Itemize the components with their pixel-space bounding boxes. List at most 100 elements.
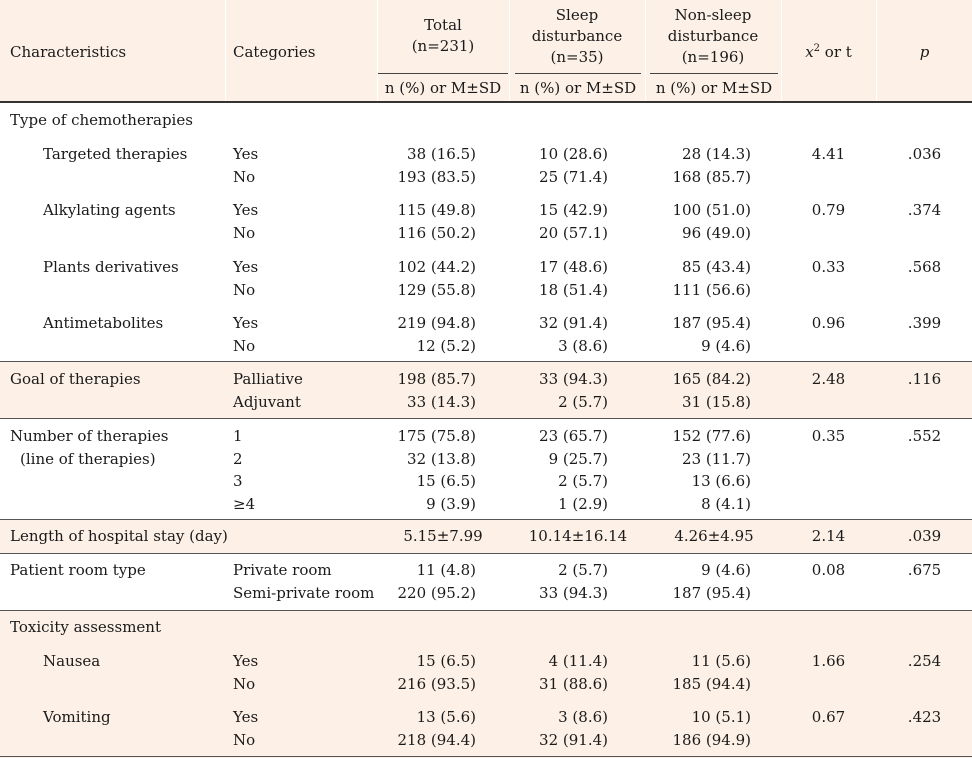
statistic-value: 0.79 [811, 201, 846, 219]
sleep-value: 32 (91.4) [539, 730, 608, 749]
sleep-value: 31 (88.6) [539, 674, 608, 693]
category-label: 3 [233, 472, 243, 490]
characteristic-label: Type of chemotherapies [10, 111, 193, 129]
nonsleep-value: 100 (51.0) [672, 201, 751, 219]
subheader-nonsleep: n (%) or M±SD [655, 79, 773, 97]
p-value: .116 [907, 370, 942, 388]
row-rule [0, 361, 972, 362]
subheader-rule [378, 73, 508, 74]
category-label: 1 [233, 427, 243, 445]
sleep-value: 2 (5.7) [558, 472, 608, 490]
header-divider [509, 0, 510, 101]
statistic-value: 1.66 [811, 652, 846, 670]
category-label: No [233, 223, 256, 242]
category-label: Semi-private room [233, 583, 375, 602]
nonsleep-value: 187 (95.4) [672, 583, 751, 602]
sleep-value: 3 (8.6) [558, 708, 608, 726]
header-categories: Categories [233, 43, 316, 61]
total-value: 38 (16.5) [407, 145, 476, 163]
statistic-value: 0.67 [811, 708, 846, 726]
total-value: 198 (85.7) [397, 370, 476, 388]
statistic-value: 0.96 [811, 314, 846, 332]
sleep-value: 33 (94.3) [539, 583, 608, 602]
total-value: 216 (93.5) [397, 674, 476, 693]
row-band [0, 361, 972, 418]
category-label: 2 [233, 449, 243, 468]
header-p: p [877, 41, 972, 64]
characteristic-label: Plants derivatives [43, 258, 179, 276]
subheader-rule [515, 73, 641, 74]
nonsleep-value: 10 (5.1) [691, 708, 751, 726]
chi-superscript: 2 [813, 43, 821, 54]
total-value: 219 (94.8) [397, 314, 476, 332]
header-statistic: x2 or t [782, 41, 875, 64]
sleep-value: 9 (25.7) [548, 449, 608, 468]
total-value: 220 (95.2) [397, 583, 476, 602]
characteristic-label: Patient room type [10, 561, 146, 579]
total-value: 13 (5.6) [416, 708, 476, 726]
category-label: Yes [233, 652, 259, 670]
row-rule [0, 519, 972, 520]
header-total: Total (n=231) [378, 15, 508, 57]
characteristic-label: Alkylating agents [43, 201, 176, 219]
characteristic-label: Antimetabolites [43, 314, 164, 332]
statistic-value: 4.41 [811, 145, 846, 163]
statistic-value: 0.35 [811, 427, 846, 445]
subheader-rule [650, 73, 778, 74]
header-nonsleep-label1: Non-sleep [674, 6, 752, 24]
nonsleep-value: 9 (4.6) [701, 336, 751, 355]
p-value: .399 [907, 314, 942, 332]
subheader-total: n (%) or M±SD [384, 79, 502, 97]
nonsleep-value: 28 (14.3) [682, 145, 751, 163]
total-value: 218 (94.4) [397, 730, 476, 749]
nonsleep-value: 187 (95.4) [672, 314, 751, 332]
category-label: No [233, 167, 256, 186]
category-label: No [233, 280, 256, 299]
category-label: Yes [233, 708, 259, 726]
header-nonsleep: Non-sleep disturbance (n=196) [646, 5, 780, 68]
category-label: No [233, 674, 256, 693]
p-value: .675 [907, 561, 942, 579]
chi-symbol: x [805, 43, 814, 61]
header-nonsleep-label2: disturbance [667, 27, 759, 45]
nonsleep-value: 186 (94.9) [672, 730, 751, 749]
total-value: 15 (6.5) [416, 652, 476, 670]
header-sleep-label2: disturbance [531, 27, 623, 45]
nonsleep-value: 11 (5.6) [691, 652, 751, 670]
row-rule [0, 610, 972, 611]
p-label: p [919, 43, 930, 61]
sleep-value: 2 (5.7) [558, 392, 608, 411]
header-divider [781, 0, 782, 101]
p-value: .039 [907, 527, 942, 545]
sleep-value: 25 (71.4) [539, 167, 608, 186]
header-divider [876, 0, 877, 101]
header-divider [377, 0, 378, 101]
total-value: 175 (75.8) [397, 427, 476, 445]
total-value: 102 (44.2) [397, 258, 476, 276]
total-value: 116 (50.2) [397, 223, 476, 242]
header-sleep: Sleep disturbance (n=35) [510, 5, 644, 68]
nonsleep-value: 4.26±4.95 [674, 527, 754, 545]
row-band [0, 610, 972, 758]
total-value: 5.15±7.99 [403, 527, 483, 545]
nonsleep-value: 85 (43.4) [682, 258, 751, 276]
header-sleep-n: (n=35) [550, 48, 604, 66]
total-value: 15 (6.5) [416, 472, 476, 490]
characteristic-label: Number of therapies [10, 427, 169, 445]
sleep-value: 2 (5.7) [558, 561, 608, 579]
header-divider [645, 0, 646, 101]
nonsleep-value: 31 (15.8) [682, 392, 751, 411]
total-value: 193 (83.5) [397, 167, 476, 186]
characteristic-label: Nausea [43, 652, 101, 670]
nonsleep-value: 8 (4.1) [701, 494, 751, 513]
total-value: 9 (3.9) [426, 494, 476, 513]
sleep-value: 23 (65.7) [539, 427, 608, 445]
sleep-value: 17 (48.6) [539, 258, 608, 276]
total-value: 33 (14.3) [407, 392, 476, 411]
header-total-label: Total [424, 16, 462, 34]
characteristic-label: Targeted therapies [43, 145, 188, 163]
nonsleep-value: 152 (77.6) [672, 427, 751, 445]
subheader-sleep: n (%) or M±SD [519, 79, 637, 97]
sleep-value: 18 (51.4) [539, 280, 608, 299]
